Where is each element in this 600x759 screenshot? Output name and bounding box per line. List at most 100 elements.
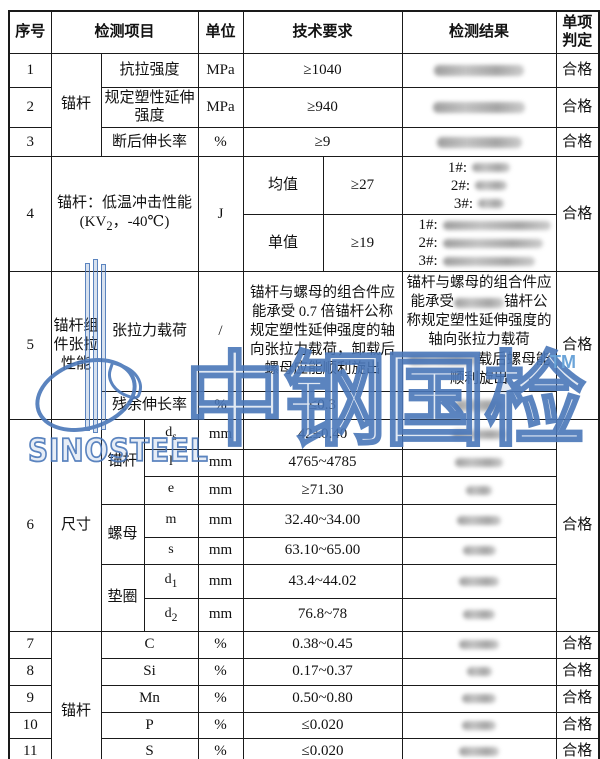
cell-no: 7 [8,630,52,659]
cell-result [401,418,557,450]
table-row: 10 P % ≤0.020 合格 [8,711,600,739]
cell-req: 42±0.40 [242,418,403,450]
header-no: 序号 [8,10,52,54]
header-unit: 单位 [197,10,244,54]
redacted-result [462,720,497,730]
header-req: 技术要求 [242,10,403,54]
cell-item: Si [100,657,199,686]
cell-result [401,563,557,599]
cell-no: 1 [8,52,52,88]
cell-unit: % [197,711,244,739]
redacted-result [454,297,505,308]
cell-req: 4765~4785 [242,448,403,477]
cell-unit: MPa [197,86,244,128]
cell-group: 尺寸 [50,418,102,632]
cell-item: 断后伸长率 [100,127,199,157]
cell-no: 8 [8,657,52,686]
cell-item: 抗拉强度 [100,52,199,88]
cell-unit: mm [197,536,244,565]
cell-no: 3 [8,127,52,157]
cell-no: 4 [8,156,52,272]
inspection-result-table: 序号 检测项目 单位 技术要求 检测结果 单项判定 1 锚杆 抗拉强度 MPa … [8,10,600,759]
cell-group: 锚杆 [50,630,102,759]
header-judge: 单项判定 [555,10,600,54]
redacted-result [478,199,505,208]
result-text: 锚杆与螺母的组合件应能承受 [406,275,552,311]
redacted-result [434,64,525,76]
cell-req: 0.50~0.80 [242,684,403,713]
cell-result [401,86,557,128]
cell-unit: / [197,271,244,392]
cell-sym: d2 [143,597,199,632]
table-row: 单值 ≥19 1#: 2#: 3#: [9,214,599,272]
redacted-result [472,163,511,172]
cell-result [401,684,557,713]
cell-subgroup-nut: 螺母 [100,503,145,565]
cell-result [401,597,557,632]
cell-judge: 合格 [555,86,600,128]
sample-label: 2#: [418,235,438,251]
cell-result [401,127,557,157]
cell-judge: 合格 [555,737,600,759]
cell-result [401,711,557,739]
cell-no: 6 [8,418,52,632]
cell-result [401,536,557,565]
cell-item: 残余伸长率 [100,390,199,420]
cell-req: ≥1040 [242,52,403,88]
cell-result: 锚杆与螺母的组合件应能承受 锚杆公称规定塑性延伸强度的轴向张拉力载荷载后螺母能顺利… [401,271,557,392]
redacted-result [442,220,551,230]
cell-req: 76.8~78 [242,597,403,632]
cell-unit: mm [197,503,244,538]
cell-result [401,503,557,538]
cell-result [401,737,557,759]
redacted-result [466,667,492,677]
cell-req: 32.40~34.00 [242,503,403,538]
redacted-result [459,640,500,650]
cell-avg-label: 均值 [242,156,324,215]
redacted-result [436,136,522,148]
cell-no: 11 [8,737,52,759]
cell-judge: 合格 [555,418,600,632]
cell-sym: s [143,536,199,565]
cell-req: 0.17~0.37 [242,657,403,686]
cell-judge: 合格 [555,156,600,272]
cell-item: Mn [100,684,199,713]
cell-unit: % [197,737,244,759]
header-result: 检测结果 [401,10,557,54]
cell-no: 10 [8,711,52,739]
cell-unit: mm [197,597,244,632]
cell-req: 0.38~0.45 [242,630,403,659]
cell-unit: mm [197,418,244,450]
header-item: 检测项目 [50,10,199,54]
sample-label: 2#: [450,177,471,194]
cell-result [401,475,557,505]
table-row: 8 Si % 0.17~0.37 合格 [8,657,600,686]
cell-req: ≥71.30 [242,475,403,505]
cell-unit: % [197,127,244,157]
cell-sym: ds [143,418,199,450]
cell-judge: 合格 [555,127,600,157]
impact-item-line2: (KV2，-40℃) [79,213,170,233]
redacted-result [451,429,507,439]
redacted-result [442,238,543,248]
table-row: 螺母 m mm 32.40~34.00 [9,503,599,565]
impact-item-line1: 锚杆：低温冲击性能 [56,194,192,211]
cell-judge: 合格 [555,657,600,686]
table-row: 6 尺寸 锚杆 ds mm 42±0.40 合格 [8,418,600,632]
cell-judge: 合格 [555,630,600,659]
cell-unit: mm [197,448,244,477]
cell-item: 张拉力载荷 [100,271,199,392]
redacted-result [459,576,500,586]
cell-single-label: 单值 [242,214,324,272]
table-row: s mm 63.10~65.00 [9,536,599,565]
cell-sym: l [143,448,199,477]
redacted-result [463,610,496,620]
sample-label: 1#: [447,159,468,176]
cell-avg-req: ≥27 [322,156,403,215]
cell-unit: J [197,156,244,272]
cell-req: 43.4~44.02 [242,563,403,599]
table-row: 3 断后伸长率 % ≥9 合格 [8,127,600,157]
cell-req: 63.10~65.00 [242,536,403,565]
sample-label: 1#: [418,217,438,233]
sample-label: 3#: [418,253,438,269]
